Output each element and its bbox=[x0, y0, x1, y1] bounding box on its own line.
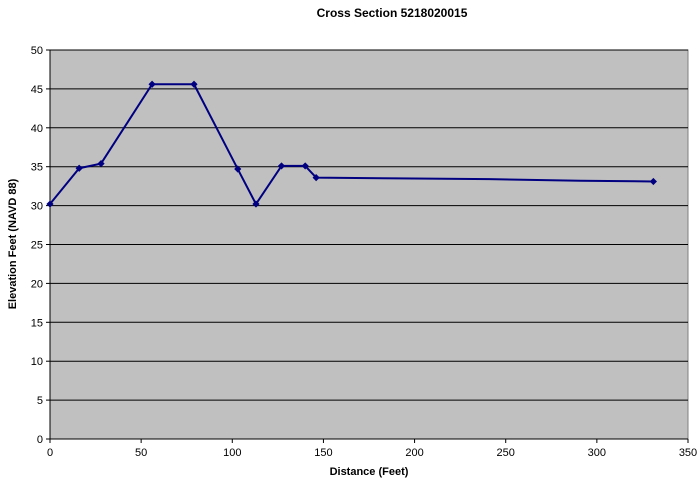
y-tick-label: 0 bbox=[37, 434, 43, 446]
x-tick-label: 250 bbox=[497, 447, 515, 459]
data-point-marker bbox=[46, 200, 54, 208]
y-tick-label: 40 bbox=[31, 123, 43, 135]
data-point-marker bbox=[312, 173, 320, 182]
y-tick-label: 50 bbox=[31, 45, 43, 57]
data-point-marker bbox=[75, 164, 83, 172]
x-tick-label: 300 bbox=[588, 447, 606, 459]
chart-title: Cross Section 5218020015 bbox=[317, 6, 468, 20]
series-line bbox=[49, 83, 654, 206]
x-tick-label: 200 bbox=[405, 447, 423, 459]
x-tick-label: 100 bbox=[223, 447, 241, 459]
y-tick-label: 25 bbox=[31, 240, 43, 252]
y-tick-label: 45 bbox=[31, 84, 43, 96]
y-axis-label: Elevation Feet (NAVD 88) bbox=[7, 178, 19, 309]
y-tick-label: 5 bbox=[37, 395, 43, 407]
y-tick-label: 30 bbox=[31, 201, 43, 213]
x-tick-label: 0 bbox=[47, 447, 53, 459]
data-point-marker bbox=[277, 162, 286, 170]
y-tick-label: 10 bbox=[31, 356, 43, 368]
data-point-marker bbox=[301, 162, 309, 170]
y-tick-label: 35 bbox=[31, 162, 43, 174]
y-axis: 0 5 10 15 20 25 30 35 40 45 50 bbox=[31, 45, 51, 446]
series-line-group bbox=[46, 80, 657, 208]
data-point-marker bbox=[190, 80, 198, 88]
gridlines bbox=[50, 49, 688, 401]
data-point-marker bbox=[234, 165, 242, 173]
data-point-marker bbox=[97, 159, 105, 168]
y-tick-label: 20 bbox=[31, 278, 43, 290]
x-axis: 0 50 100 150 200 250 300 350 bbox=[47, 438, 697, 459]
x-tick-label: 350 bbox=[679, 447, 697, 459]
x-tick-label: 50 bbox=[135, 447, 147, 459]
data-point-marker bbox=[649, 177, 657, 186]
y-tick-label: 15 bbox=[31, 317, 43, 329]
data-point-marker bbox=[252, 200, 260, 208]
data-point-marker bbox=[148, 80, 156, 88]
x-tick-label: 150 bbox=[314, 447, 332, 459]
x-axis-label: Distance (Feet) bbox=[330, 466, 409, 478]
